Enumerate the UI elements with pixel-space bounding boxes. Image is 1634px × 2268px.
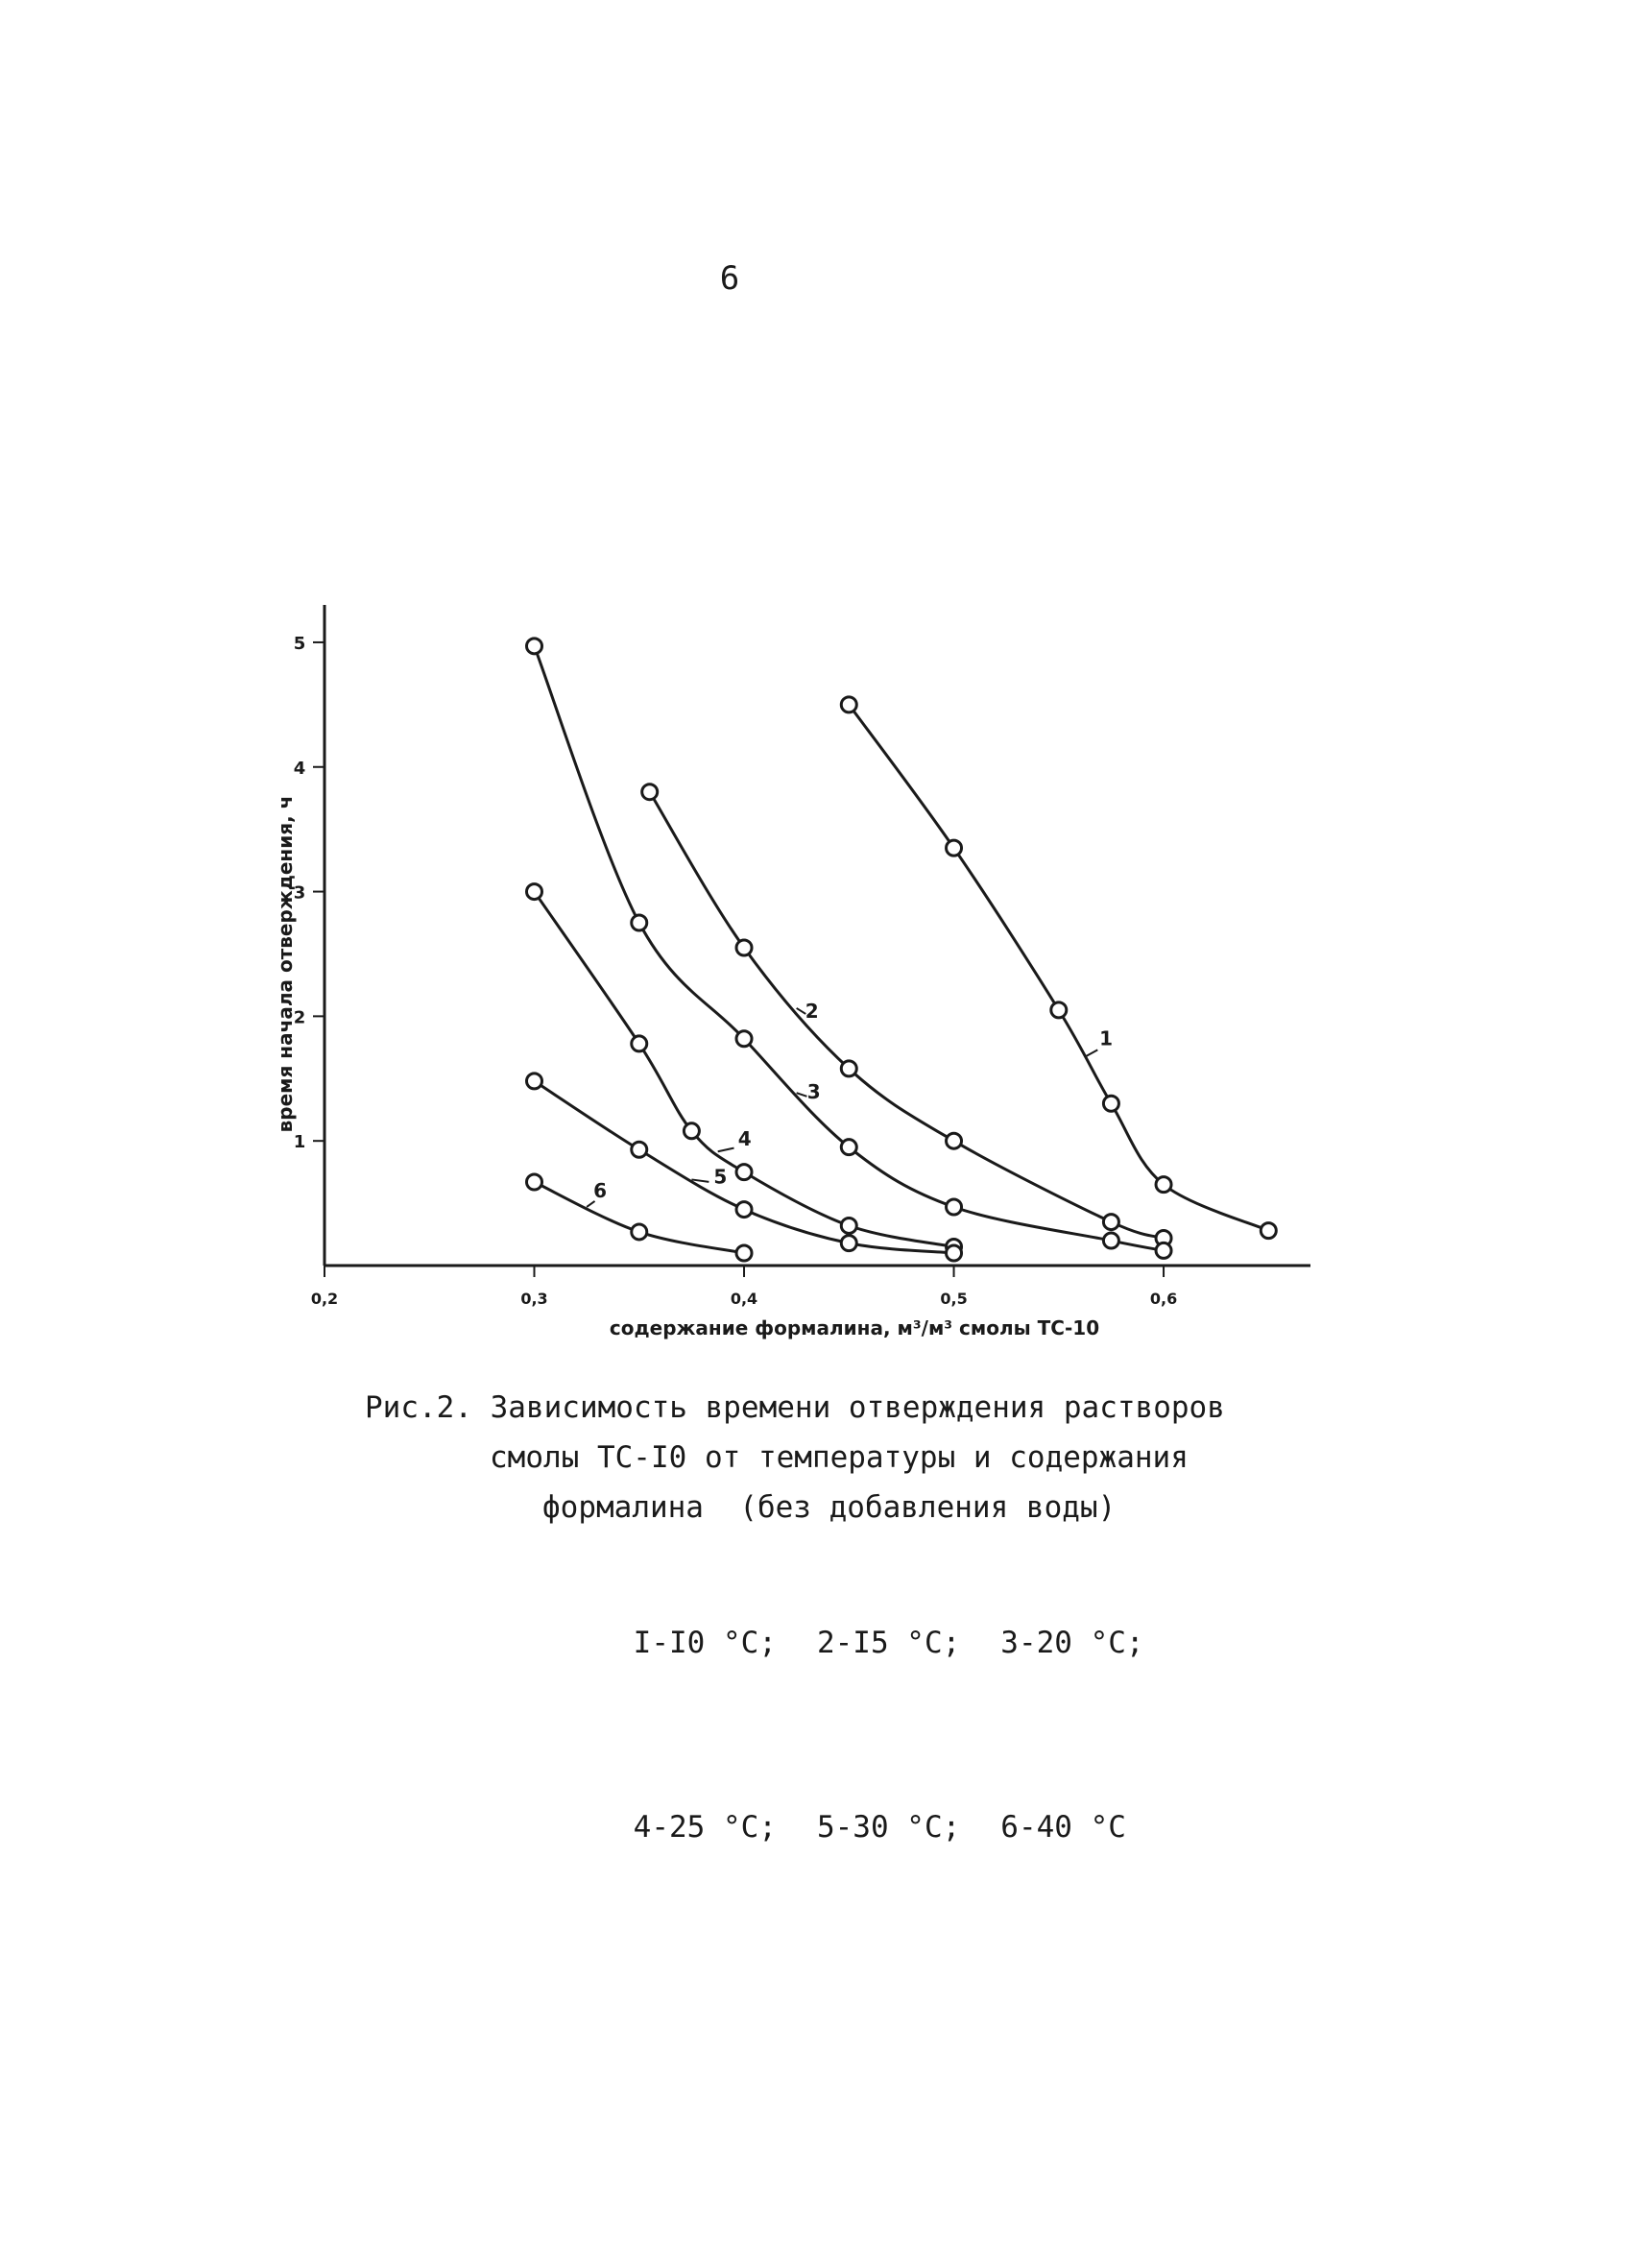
data-point [945,838,964,857]
series-label: 4 [738,1127,752,1150]
series-label: 5 [713,1165,727,1188]
data-point [525,637,544,656]
x-tick-label: 0,3 [520,1290,547,1308]
legend-item: 3-20 °C; [1000,1626,1144,1660]
data-point [839,695,858,714]
y-tick-label: 3 [294,883,306,904]
data-point [630,913,649,932]
data-point [734,938,754,957]
y-tick-label: 1 [294,1132,306,1152]
data-point [682,1122,701,1141]
data-point [734,1163,754,1182]
series-label-leader [717,1146,734,1153]
series-label-leader [796,1007,806,1015]
data-point [945,1243,964,1263]
x-tick-label: 0,6 [1150,1290,1177,1308]
legend-item: 6-40 °C [1000,1810,1126,1845]
series-label-leader [586,1200,596,1208]
data-point [945,1197,964,1217]
data-point [525,882,544,902]
legend-row-1: I-I0 °C; 2-I5 °C; 3-20 °C; [562,1551,1185,1735]
chart-points [525,637,1278,1263]
x-tick-label: 0,4 [731,1290,757,1308]
chart-curves [533,645,1269,1255]
data-point [525,1072,544,1091]
legend-row-2: 4-25 °C; 5-30 °C; 6-40 °C [562,1735,1185,1919]
series-label: 6 [593,1179,607,1202]
data-point [1154,1241,1173,1260]
y-axis-label: время начала отверждения, ч [274,796,297,1133]
data-point [525,1172,544,1192]
series-label: 3 [807,1080,821,1103]
data-point [734,1243,754,1263]
series-label-leader [691,1178,709,1183]
data-point [734,1029,754,1049]
data-point [839,1216,858,1235]
legend-item: I-I0 °C; [633,1626,777,1660]
x-tick-label: 0,5 [940,1290,967,1308]
data-point [640,783,660,802]
caption-line-3: формалина (без добавления воды) [542,1490,1117,1525]
temperature-legend: I-I0 °C; 2-I5 °C; 3-20 °C; 4-25 °C; 5-30 °C… [562,1551,1185,1919]
legend-item: 4-25 °C; [633,1810,777,1845]
x-tick-label: 0,2 [311,1290,338,1308]
series-line-1 [848,703,1269,1233]
data-point [1049,1001,1069,1020]
data-point [630,1034,649,1053]
series-label-leader [796,1092,807,1098]
page-number: 6 [719,259,740,298]
data-point [1101,1231,1120,1250]
y-tick-label: 2 [294,1007,306,1027]
y-tick-label: 4 [294,759,306,779]
data-point [1154,1175,1173,1194]
data-point [945,1131,964,1150]
data-point [839,1234,858,1253]
series-line-3 [533,645,1165,1252]
data-point [734,1200,754,1219]
series-label: 1 [1099,1027,1113,1050]
data-point [630,1140,649,1159]
data-point [630,1222,649,1242]
data-point [839,1059,858,1078]
figure-caption: Рис.2. Зависимость времени отверждения р… [365,1383,1325,1532]
legend-item: 2-I5 °C; [816,1626,961,1660]
data-point [1101,1213,1120,1232]
data-point [1259,1221,1278,1241]
data-point [1101,1094,1120,1113]
chart-labels: 1 2 3 45 6 [586,1000,1113,1208]
legend-item: 5-30 °C; [816,1810,961,1845]
y-tick-label: 5 [294,634,306,654]
data-point [839,1138,858,1157]
series-label: 2 [805,1000,819,1023]
caption-line-2: смолы ТС-I0 от температуры и содержания [490,1440,1189,1475]
caption-line-1: Рис.2. Зависимость времени отверждения р… [365,1390,1225,1425]
x-axis-label: содержание формалина, м³/м³ смолы ТС-10 [610,1316,1099,1339]
series-label-leader [1084,1049,1098,1058]
